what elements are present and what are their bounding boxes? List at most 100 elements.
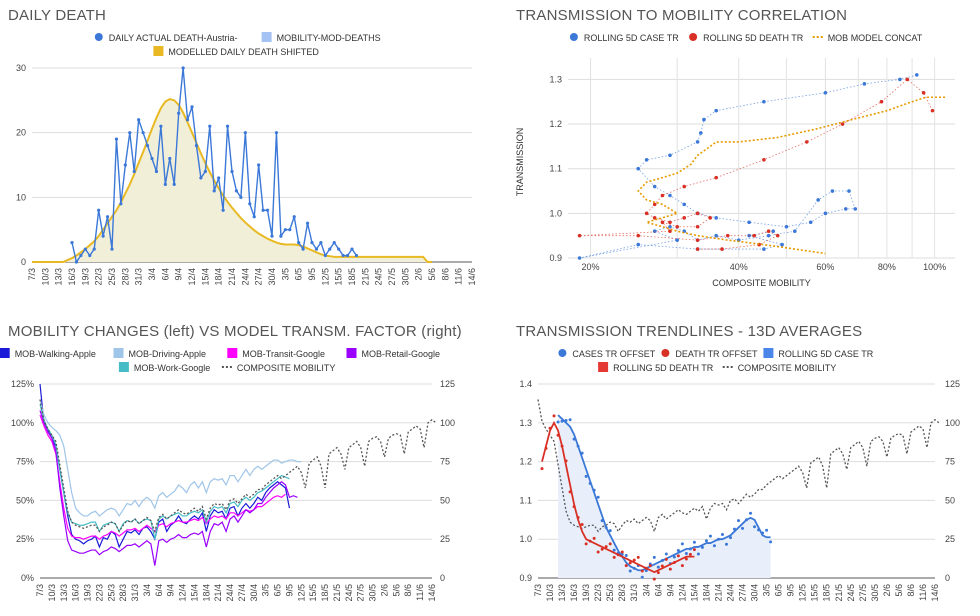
x-tick-label: 19/3 [83, 584, 93, 602]
y-tick-label-right: 75 [440, 457, 450, 467]
x-tick-label: 6/4 [160, 268, 170, 281]
y-tick-label: 1.3 [549, 74, 562, 84]
data-point [684, 552, 688, 556]
data-point [636, 166, 641, 171]
data-point [682, 184, 687, 189]
data-point [577, 256, 582, 260]
y-tick-label-left: 1.2 [519, 457, 532, 467]
legend-label: MOB-Transit-Google [242, 349, 325, 359]
x-tick-label: 24/4 [725, 584, 735, 602]
data-point [190, 105, 194, 109]
y-tick-label-left: 1.3 [519, 418, 532, 428]
data-point [584, 542, 588, 546]
data-point [762, 99, 766, 104]
x-tick-label: 10/3 [40, 268, 50, 286]
x-tick-label: 14/6 [427, 584, 437, 602]
data-point [766, 229, 771, 234]
x-tick-label: 30/5 [368, 584, 378, 602]
x-tick-label: 7/3 [35, 584, 45, 597]
series-line [39, 410, 298, 566]
x-tick-label: 21/5 [834, 584, 844, 602]
legend-marker [118, 362, 129, 372]
data-point [668, 153, 672, 158]
data-point [159, 124, 163, 128]
x-tick-label: 13/3 [54, 268, 64, 286]
legend-label: DAILY ACTUAL DEATH-Austria- [109, 33, 238, 43]
data-point [310, 241, 314, 245]
data-point [345, 253, 350, 258]
y-tick-label-right: 25 [945, 534, 955, 544]
x-tick-label: 10/3 [545, 584, 555, 602]
data-point [853, 207, 858, 211]
data-point [898, 77, 902, 82]
y-tick-label-right: 25 [440, 534, 450, 544]
data-point [668, 567, 672, 571]
data-point [270, 234, 274, 238]
data-point [596, 495, 600, 499]
x-tick-label: 11/6 [415, 584, 425, 601]
x-tick-label: 18/4 [214, 268, 224, 286]
x-axis-label: COMPOSITE MOBILITY [712, 278, 811, 288]
data-point [840, 122, 845, 126]
data-point [862, 82, 867, 86]
data-point [656, 571, 660, 575]
data-point [203, 169, 207, 174]
x-tick-label: 27/4 [254, 268, 264, 286]
x-tick-label: 27/5 [387, 268, 397, 286]
y-tick-label-right: 50 [945, 495, 955, 505]
data-point [225, 124, 230, 128]
x-tick-label: 15/4 [189, 584, 199, 602]
x-tick-label: 30/4 [249, 584, 259, 602]
data-point [664, 552, 668, 556]
x-tick-label: 12/5 [798, 584, 808, 602]
x-tick-label: 31/3 [629, 584, 639, 602]
data-point [816, 198, 820, 202]
data-point [695, 238, 700, 242]
data-point [732, 527, 736, 531]
data-point [808, 220, 813, 225]
data-point [823, 211, 828, 216]
data-point [596, 550, 600, 554]
data-point [584, 474, 588, 478]
x-tick-label: 20% [582, 262, 600, 272]
data-point [714, 175, 718, 180]
data-point [194, 144, 199, 148]
data-point [745, 518, 749, 522]
y-tick-label-left: 25% [16, 534, 34, 544]
y-tick-label: 0.9 [549, 253, 562, 263]
x-tick-label: 15/5 [308, 584, 318, 602]
transmission-mobility-plot: ROLLING 5D CASE TR ROLLING 5D DEATH TR MOB… [515, 33, 955, 288]
data-point [580, 522, 584, 526]
data-point [757, 528, 761, 532]
data-point [696, 552, 700, 556]
data-point [725, 233, 730, 238]
x-tick-label: 6/4 [653, 584, 663, 597]
x-tick-label: 30/4 [267, 268, 277, 286]
x-tick-label: 30/5 [400, 268, 410, 286]
data-point [172, 182, 176, 186]
data-point [208, 124, 212, 128]
y-tick-label-right: 0 [945, 573, 950, 583]
data-point [154, 169, 159, 174]
data-point [660, 193, 665, 198]
y-tick-label: 1.0 [549, 208, 562, 218]
data-point [305, 221, 310, 225]
data-point [624, 564, 628, 568]
x-tick-label: 22/3 [593, 584, 603, 602]
x-tick-label: 14/6 [467, 268, 477, 286]
data-point [716, 537, 720, 541]
x-tick-label: 24/5 [846, 584, 856, 602]
data-point [354, 253, 359, 258]
x-tick-label: 28/3 [118, 584, 128, 602]
data-point [110, 247, 114, 251]
data-point [243, 131, 247, 135]
data-point [79, 253, 83, 258]
data-point [604, 526, 608, 530]
chart-title: TRANSMISSION TRENDLINES - 13D AVERAGES [516, 323, 863, 340]
legend-label: MOBILITY-MOD-DEATHS [277, 33, 381, 43]
x-tick-label: 19/3 [80, 268, 90, 286]
data-point [660, 564, 664, 568]
x-tick-label: 27/4 [738, 584, 748, 602]
data-point [784, 224, 789, 229]
data-point [341, 253, 345, 258]
